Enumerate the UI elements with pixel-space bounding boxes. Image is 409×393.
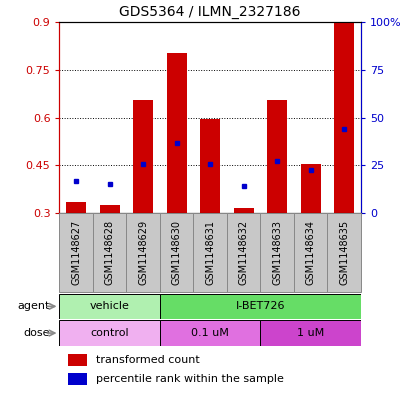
Bar [160, 213, 193, 292]
Text: GSM1148628: GSM1148628 [104, 220, 115, 285]
Bar [266, 100, 286, 213]
Bar [99, 205, 119, 213]
Text: GSM1148627: GSM1148627 [71, 220, 81, 285]
Text: GSM1148633: GSM1148633 [272, 220, 281, 285]
Bar [160, 320, 260, 346]
Bar [59, 213, 93, 292]
Bar [260, 320, 360, 346]
Title: GDS5364 / ILMN_2327186: GDS5364 / ILMN_2327186 [119, 5, 300, 18]
Bar [226, 213, 260, 292]
Bar [200, 119, 220, 213]
Bar [126, 213, 160, 292]
Bar [66, 202, 86, 213]
Bar [133, 100, 153, 213]
Bar [293, 213, 326, 292]
Bar [59, 294, 160, 319]
Text: transformed count: transformed count [95, 355, 199, 365]
Text: percentile rank within the sample: percentile rank within the sample [95, 374, 283, 384]
Bar [166, 53, 186, 213]
Bar [260, 213, 293, 292]
Text: GSM1148634: GSM1148634 [305, 220, 315, 285]
Bar [333, 22, 353, 213]
Bar [68, 373, 86, 385]
Text: GSM1148629: GSM1148629 [138, 220, 148, 285]
Bar [300, 164, 320, 213]
Text: GSM1148635: GSM1148635 [338, 220, 348, 285]
Text: 1 uM: 1 uM [296, 328, 324, 338]
Bar [193, 213, 226, 292]
Bar [326, 213, 360, 292]
Text: I-BET726: I-BET726 [235, 301, 284, 311]
Bar [68, 354, 86, 366]
Text: GSM1148632: GSM1148632 [238, 220, 248, 285]
Bar [160, 294, 360, 319]
Bar [93, 213, 126, 292]
Text: control: control [90, 328, 129, 338]
Text: agent: agent [17, 301, 49, 311]
Text: dose: dose [23, 328, 49, 338]
Text: GSM1148631: GSM1148631 [204, 220, 215, 285]
Text: vehicle: vehicle [90, 301, 129, 311]
Text: 0.1 uM: 0.1 uM [191, 328, 229, 338]
Text: GSM1148630: GSM1148630 [171, 220, 181, 285]
Bar [59, 320, 160, 346]
Bar [233, 208, 253, 213]
